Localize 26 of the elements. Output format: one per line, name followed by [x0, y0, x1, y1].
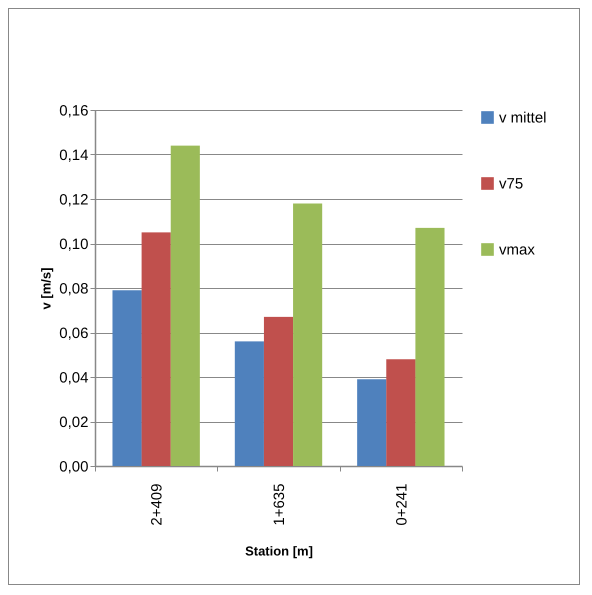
- y-tick-label: 0,16: [59, 102, 88, 120]
- y-tick-label: 0,08: [59, 280, 88, 298]
- bar: [234, 341, 264, 466]
- legend-label: v mittel: [499, 110, 547, 126]
- y-tick-label: 0,12: [59, 192, 88, 208]
- bar: [357, 379, 386, 466]
- y-tick-label: 0,14: [59, 147, 88, 164]
- bar: [415, 228, 445, 466]
- y-tick-label: 0,06: [59, 325, 88, 342]
- bar: [170, 146, 200, 466]
- y-tick-label: 0,10: [59, 236, 88, 253]
- y-axis-title: v [m/s]: [38, 268, 54, 310]
- bar: [142, 232, 171, 466]
- legend-label: vmax: [499, 242, 536, 258]
- x-tick-label: 2+409: [148, 484, 166, 526]
- x-axis-title: Station [m]: [245, 544, 313, 559]
- y-tick-label: 0,04: [59, 370, 88, 386]
- x-tick-label: 1+635: [271, 484, 288, 526]
- bar: [293, 203, 322, 466]
- y-tick-label: 0,00: [59, 458, 88, 476]
- bar: [386, 359, 416, 466]
- y-tick-label: 0,02: [59, 414, 88, 431]
- bar: [264, 316, 294, 466]
- legend-label: v75: [499, 176, 524, 192]
- bar: [112, 290, 142, 466]
- x-tick-label: 0+241: [393, 484, 410, 526]
